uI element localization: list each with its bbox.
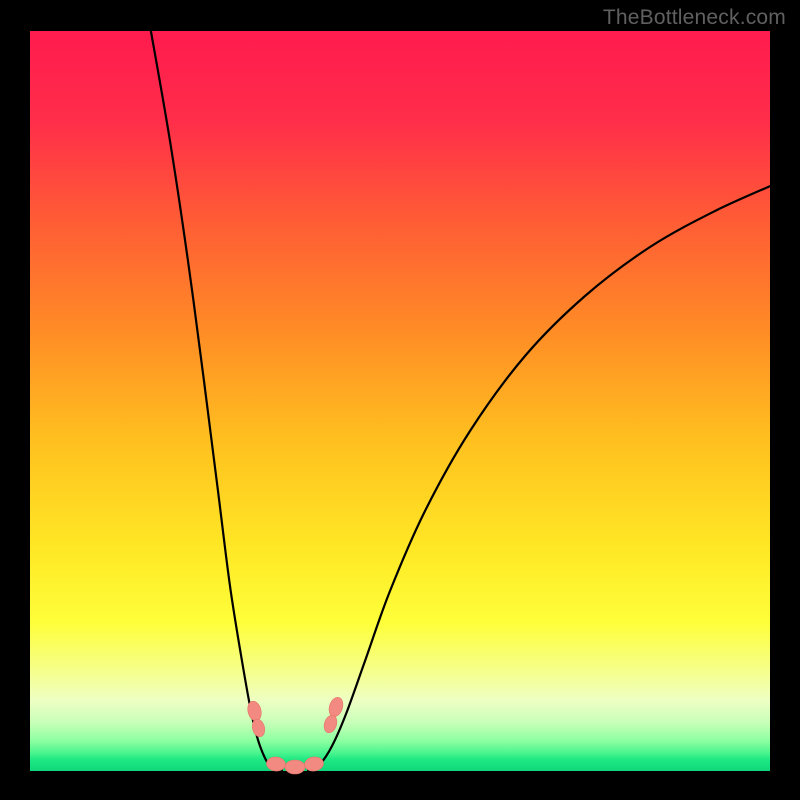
curve-marker [266, 756, 286, 772]
watermark-text: TheBottleneck.com [603, 6, 786, 30]
curve-marker [322, 714, 339, 735]
curve-marker [285, 760, 305, 774]
curve-marker [304, 756, 325, 773]
bottleneck-curve [30, 31, 770, 771]
curve-marker [327, 695, 346, 718]
curve-left-branch [150, 26, 282, 770]
chart-plot-area [30, 31, 770, 771]
curve-markers [246, 695, 345, 774]
curve-right-branch [308, 184, 775, 770]
